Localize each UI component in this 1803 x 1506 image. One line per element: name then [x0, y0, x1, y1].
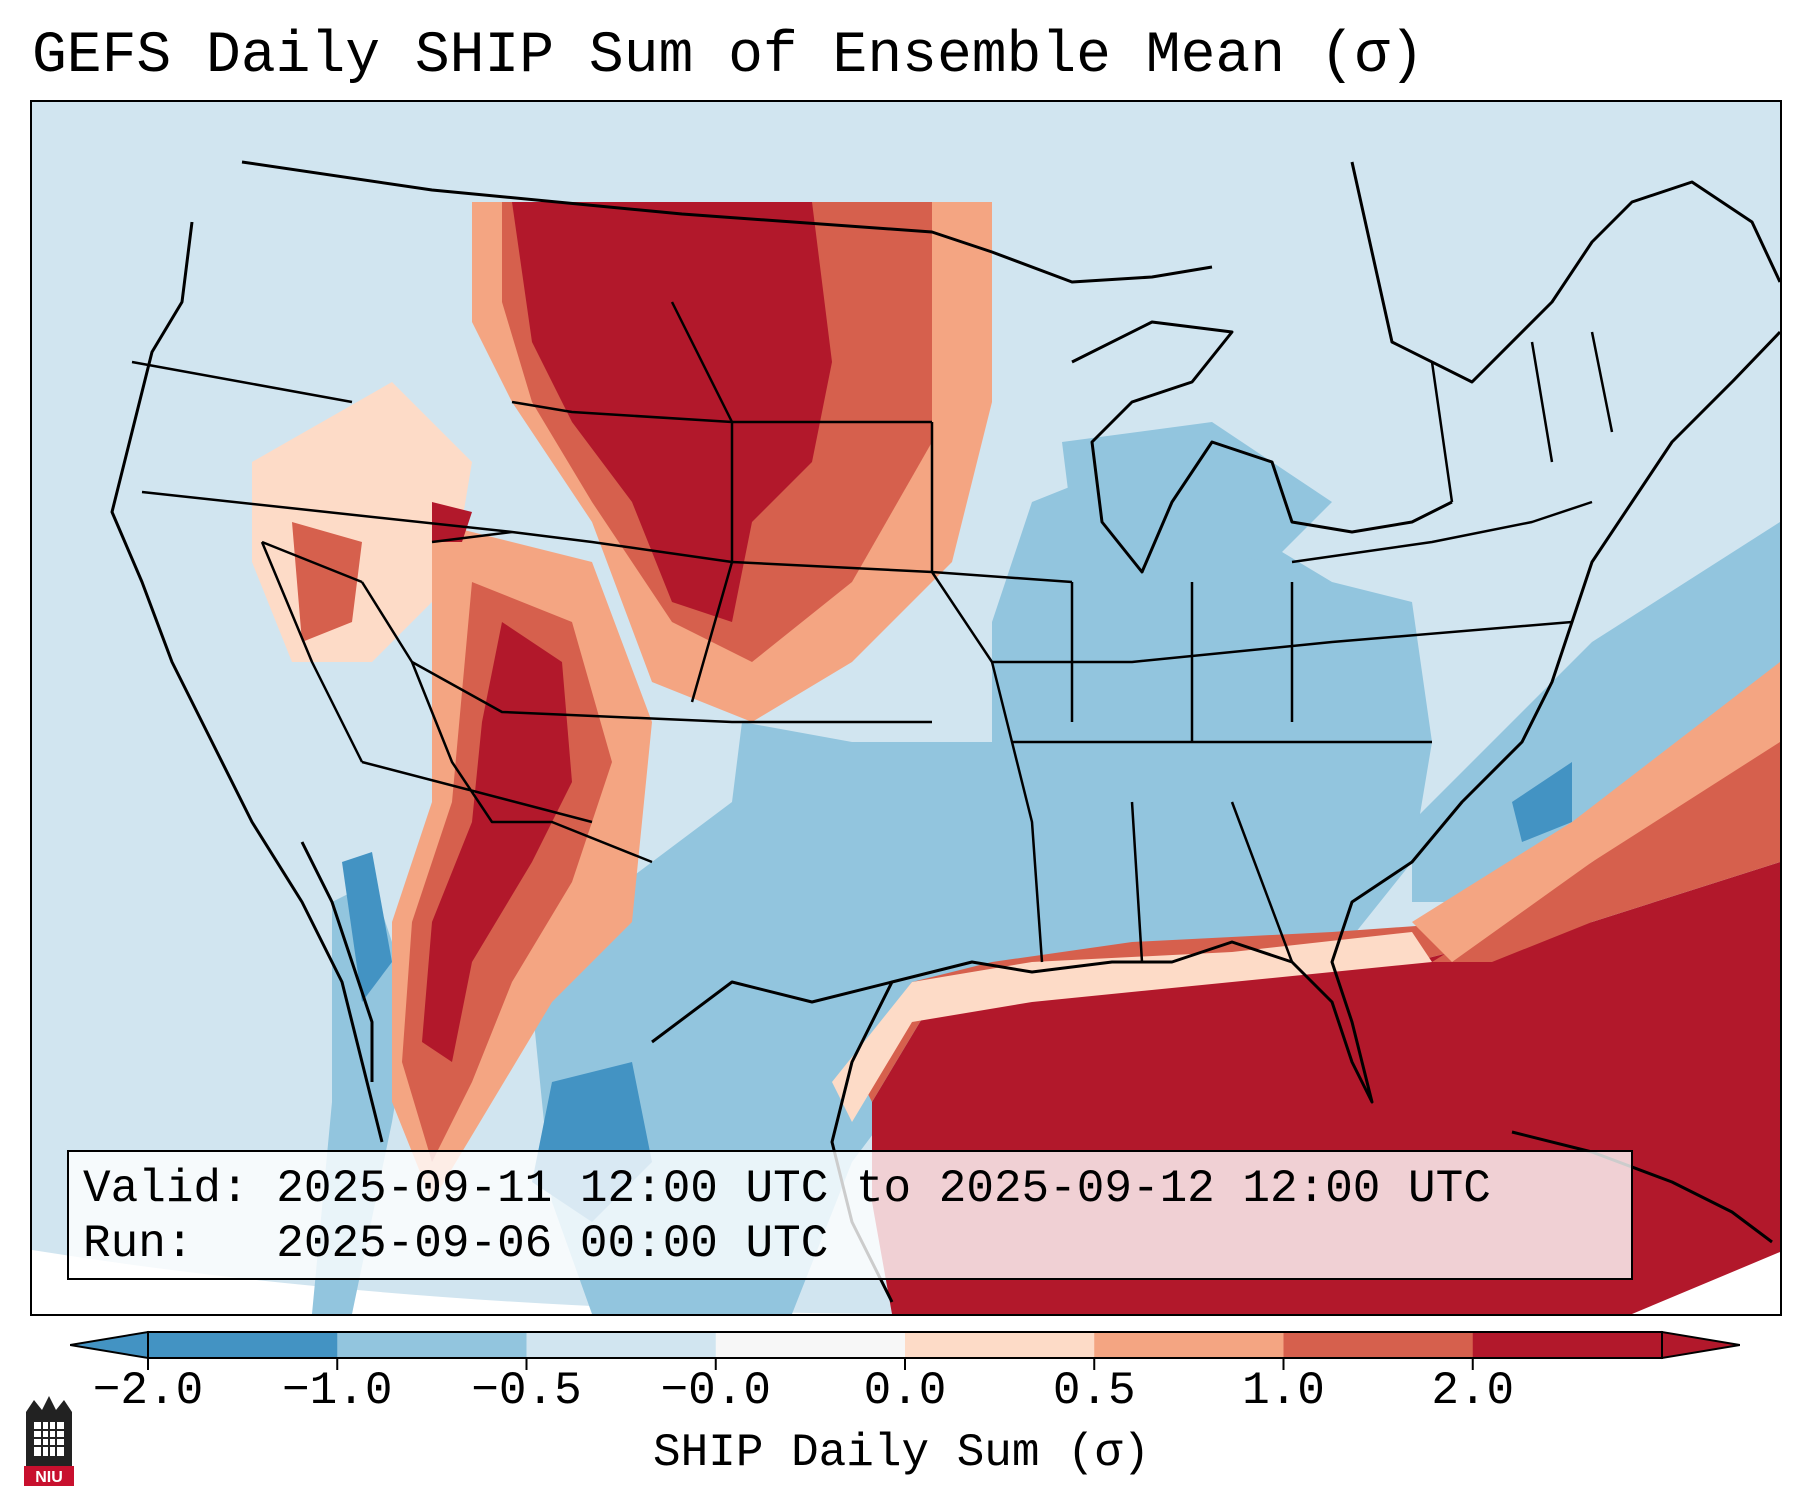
- pacific-strong-negative: [342, 852, 392, 1002]
- colorbar-tick-label: −0.5: [471, 1365, 582, 1417]
- colorbar-segment: [337, 1332, 527, 1358]
- logo-text: NIU: [35, 1469, 63, 1486]
- cuba-coastline: [1511, 1130, 1773, 1244]
- colorbar-segment: [1472, 1332, 1663, 1358]
- atlantic-negative-band: [1412, 522, 1780, 902]
- colorbar-segment: [1283, 1332, 1474, 1358]
- niu-castle-logo-icon: NIU: [24, 1396, 74, 1486]
- colorbar: [70, 1330, 1740, 1370]
- baja-coastline: [300, 841, 374, 1082]
- utah-strong-positive: [432, 502, 472, 542]
- gulf-slight-positive: [832, 932, 1432, 1122]
- colorbar-extend-min: [70, 1330, 149, 1360]
- great-lakes-negative: [1062, 422, 1332, 562]
- nevada-positive: [292, 522, 362, 642]
- colorbar-tick-label: 0.5: [1052, 1365, 1136, 1417]
- colorbar-tick-label: −2.0: [92, 1365, 204, 1417]
- carolina-strong-negative: [1512, 762, 1572, 842]
- run-info-box: Valid: 2025-09-11 12:00 UTC to 2025-09-1…: [67, 1150, 1633, 1280]
- colorbar-segment: [715, 1332, 906, 1358]
- colorbar-tick-label: 0.0: [863, 1365, 947, 1417]
- projection-edge: [32, 1250, 932, 1314]
- eastern-us-negative: [992, 462, 1432, 1002]
- rockies-strong-positive: [422, 622, 572, 1062]
- chart-title: GEFS Daily SHIP Sum of Ensemble Mean (σ): [32, 24, 1425, 89]
- colorbar-tick-label: 1.0: [1242, 1365, 1325, 1417]
- plains-strong-positive: [512, 202, 832, 622]
- run-time-text: Run: 2025-09-06 00:00 UTC: [83, 1218, 829, 1270]
- projection-edge: [1592, 1222, 1780, 1314]
- colorbar-segment: [905, 1332, 1095, 1358]
- colorbar-label: SHIP Daily Sum (σ): [653, 1427, 1150, 1479]
- map-panel: [30, 100, 1782, 1316]
- anomaly-fields: [32, 202, 1780, 1314]
- gulf-coastline: [651, 330, 1780, 1104]
- great-lakes: [1071, 320, 1453, 574]
- colorbar-tick-label: 2.0: [1431, 1365, 1515, 1417]
- colorbar-segment: [148, 1332, 338, 1358]
- colorbar-tick-label: −0.0: [660, 1365, 771, 1417]
- us-canada-border: [241, 160, 1213, 284]
- anomaly-map: [32, 160, 1780, 1314]
- state-lines: [131, 301, 1614, 963]
- colorbar-segment: [526, 1332, 717, 1358]
- colorbar-segment: [1094, 1332, 1284, 1358]
- boundaries: [110, 160, 1780, 1303]
- atlantic-positive: [1432, 722, 1780, 962]
- canada-coastline: [1350, 161, 1780, 384]
- valid-time-text: Valid: 2025-09-11 12:00 UTC to 2025-09-1…: [83, 1163, 1491, 1215]
- colorbar-tick-label: −1.0: [282, 1365, 393, 1417]
- colorbar-extend-max: [1661, 1330, 1740, 1360]
- atlantic-weak-positive: [1412, 662, 1780, 962]
- pacific-coastline: [110, 221, 384, 1143]
